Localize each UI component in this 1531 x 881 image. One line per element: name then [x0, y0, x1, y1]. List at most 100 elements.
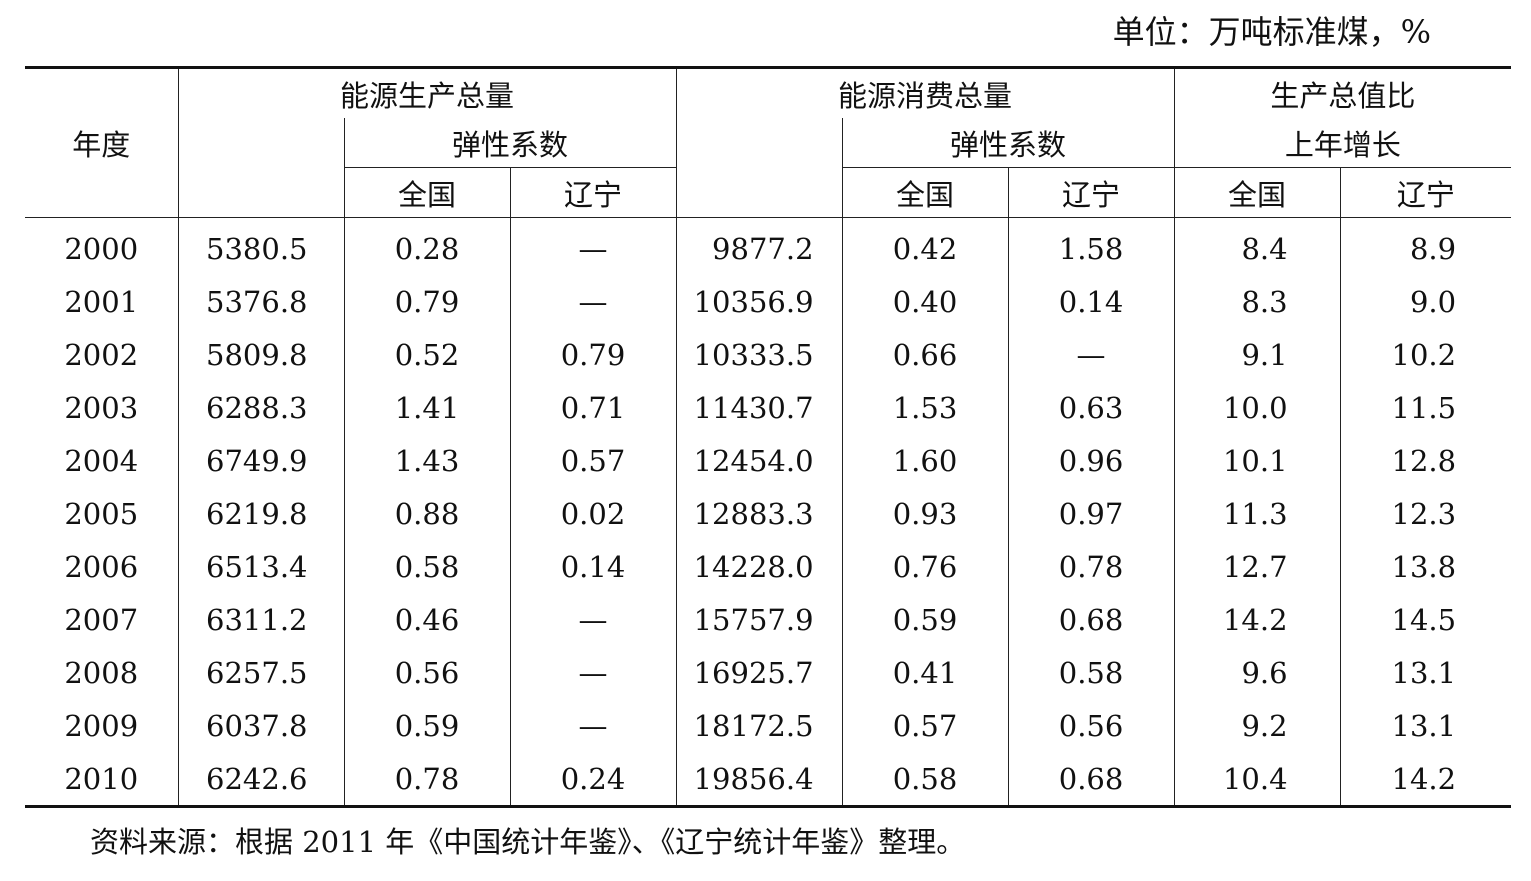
header-consumption-total: 能源消费总量 [675, 67, 1175, 118]
cell-production: 6219.8 [177, 487, 344, 540]
cell-consumption: 10333.5 [675, 328, 843, 381]
cell-gdp-national: 9.1 [1173, 328, 1341, 381]
cell-prod-elasticity-liaoning: — [509, 699, 677, 752]
cell-prod-elasticity-liaoning: — [509, 593, 677, 646]
header-gdp-line2: 上年增长 [1173, 118, 1512, 168]
cell-prod-elasticity-national: 0.52 [343, 328, 510, 381]
cell-consumption: 19856.4 [675, 752, 843, 807]
cell-production: 6749.9 [177, 434, 344, 487]
cell-year: 2008 [64, 655, 139, 690]
cell-production: 6513.4 [177, 540, 344, 593]
cell-prod-elasticity-liaoning: 0.71 [509, 381, 677, 434]
cell-gdp-liaoning: 14.5 [1339, 593, 1512, 646]
table-row: 2006 6513.4 0.58 0.14 14228.0 0.76 0.78 … [25, 540, 1512, 593]
cell-production: 6311.2 [177, 593, 344, 646]
cell-cons-elasticity-national: 0.66 [841, 328, 1009, 381]
table-row: 2004 6749.9 1.43 0.57 12454.0 1.60 0.96 … [25, 434, 1512, 487]
header-production-value [177, 118, 344, 218]
cell-consumption: 14228.0 [675, 540, 843, 593]
header-gdp-national: 全国 [1173, 167, 1341, 218]
cell-prod-elasticity-liaoning: 0.14 [509, 540, 677, 593]
cell-production: 6037.8 [177, 699, 344, 752]
cell-year: 2006 [64, 549, 139, 584]
cell-cons-elasticity-liaoning: 0.68 [1007, 593, 1175, 646]
header-prod-national: 全国 [343, 167, 510, 218]
table-row: 2003 6288.3 1.41 0.71 11430.7 1.53 0.63 … [25, 381, 1512, 434]
header-gdp-line1: 生产总值比 [1173, 67, 1512, 118]
source-note: 资料来源：根据 2011 年《中国统计年鉴》、《辽宁统计年鉴》整理。 [90, 825, 966, 859]
cell-cons-elasticity-liaoning: 0.68 [1007, 752, 1175, 807]
cell-cons-elasticity-national: 0.57 [841, 699, 1009, 752]
header-consumption-elasticity: 弹性系数 [841, 118, 1175, 168]
header-production-elasticity: 弹性系数 [343, 118, 677, 168]
cell-prod-elasticity-liaoning: 0.57 [509, 434, 677, 487]
header-prod-liaoning: 辽宁 [509, 167, 677, 218]
cell-year: 2004 [64, 443, 139, 478]
cell-prod-elasticity-liaoning: — [509, 275, 677, 328]
cell-production: 5380.5 [177, 217, 344, 275]
cell-year: 2010 [64, 761, 139, 796]
cell-year: 2005 [64, 496, 139, 531]
table-row: 2002 5809.8 0.52 0.79 10333.5 0.66 — 9.1… [25, 328, 1512, 381]
cell-cons-elasticity-national: 0.42 [841, 217, 1009, 275]
cell-cons-elasticity-national: 0.59 [841, 593, 1009, 646]
cell-gdp-liaoning: 8.9 [1339, 217, 1512, 275]
cell-cons-elasticity-national: 0.41 [841, 646, 1009, 699]
cell-cons-elasticity-liaoning: 0.96 [1007, 434, 1175, 487]
cell-consumption: 12883.3 [675, 487, 843, 540]
cell-cons-elasticity-liaoning: 0.63 [1007, 381, 1175, 434]
cell-cons-elasticity-national: 0.76 [841, 540, 1009, 593]
cell-gdp-liaoning: 9.0 [1339, 275, 1512, 328]
cell-production: 6257.5 [177, 646, 344, 699]
header-cons-liaoning: 辽宁 [1007, 167, 1175, 218]
table-row: 2001 5376.8 0.79 — 10356.9 0.40 0.14 8.3… [25, 275, 1512, 328]
cell-gdp-liaoning: 13.8 [1339, 540, 1512, 593]
cell-cons-elasticity-liaoning: 0.56 [1007, 699, 1175, 752]
cell-consumption: 12454.0 [675, 434, 843, 487]
cell-gdp-liaoning: 13.1 [1339, 699, 1512, 752]
cell-production: 6288.3 [177, 381, 344, 434]
table-row: 2010 6242.6 0.78 0.24 19856.4 0.58 0.68 … [25, 752, 1512, 807]
cell-prod-elasticity-national: 0.78 [343, 752, 510, 807]
cell-prod-elasticity-liaoning: 0.02 [509, 487, 677, 540]
cell-consumption: 16925.7 [675, 646, 843, 699]
cell-year: 2003 [64, 390, 139, 425]
cell-prod-elasticity-national: 0.56 [343, 646, 510, 699]
header-gdp-liaoning: 辽宁 [1339, 167, 1512, 218]
cell-gdp-national: 12.7 [1173, 540, 1341, 593]
cell-cons-elasticity-national: 0.58 [841, 752, 1009, 807]
table-row: 2009 6037.8 0.59 — 18172.5 0.57 0.56 9.2… [25, 699, 1512, 752]
cell-cons-elasticity-national: 0.93 [841, 487, 1009, 540]
header-production-total: 能源生产总量 [177, 67, 677, 118]
cell-gdp-liaoning: 12.8 [1339, 434, 1512, 487]
cell-gdp-liaoning: 10.2 [1339, 328, 1512, 381]
cell-gdp-liaoning: 12.3 [1339, 487, 1512, 540]
cell-prod-elasticity-national: 0.59 [343, 699, 510, 752]
cell-gdp-national: 9.6 [1173, 646, 1341, 699]
cell-consumption: 18172.5 [675, 699, 843, 752]
cell-cons-elasticity-national: 1.60 [841, 434, 1009, 487]
cell-year: 2007 [64, 602, 139, 637]
cell-consumption: 15757.9 [675, 593, 843, 646]
cell-prod-elasticity-national: 1.41 [343, 381, 510, 434]
cell-gdp-national: 10.0 [1173, 381, 1341, 434]
cell-gdp-national: 10.4 [1173, 752, 1341, 807]
cell-production: 5376.8 [177, 275, 344, 328]
cell-prod-elasticity-national: 0.58 [343, 540, 510, 593]
cell-gdp-national: 8.3 [1173, 275, 1341, 328]
cell-cons-elasticity-national: 1.53 [841, 381, 1009, 434]
cell-cons-elasticity-liaoning: 0.58 [1007, 646, 1175, 699]
cell-gdp-national: 9.2 [1173, 699, 1341, 752]
cell-cons-elasticity-liaoning: 0.14 [1007, 275, 1175, 328]
header-consumption-value [675, 118, 843, 218]
cell-production: 6242.6 [177, 752, 344, 807]
cell-consumption: 11430.7 [675, 381, 843, 434]
cell-prod-elasticity-liaoning: — [509, 646, 677, 699]
cell-production: 5809.8 [177, 328, 344, 381]
cell-prod-elasticity-liaoning: 0.79 [509, 328, 677, 381]
cell-cons-elasticity-liaoning: 0.78 [1007, 540, 1175, 593]
cell-cons-elasticity-national: 0.40 [841, 275, 1009, 328]
cell-prod-elasticity-national: 1.43 [343, 434, 510, 487]
cell-year: 2000 [64, 231, 139, 266]
cell-year: 2001 [64, 284, 139, 319]
